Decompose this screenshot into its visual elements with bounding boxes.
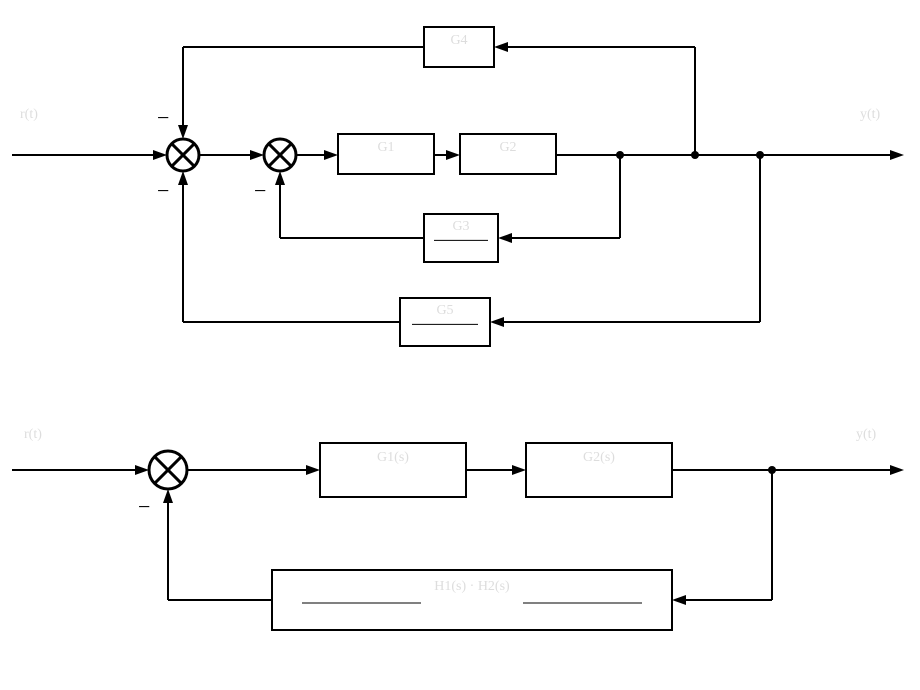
svg-text:G4: G4 (450, 33, 467, 48)
svg-text:G1(s): G1(s) (377, 450, 409, 465)
svg-text:−: − (254, 178, 266, 203)
svg-text:r(t): r(t) (20, 107, 38, 122)
svg-text:−: − (138, 494, 150, 519)
svg-text:−: − (157, 178, 169, 203)
svg-text:G5: G5 (436, 303, 453, 318)
svg-text:G1: G1 (377, 140, 394, 155)
svg-text:G3: G3 (452, 219, 469, 234)
svg-text:r(t): r(t) (24, 427, 42, 442)
svg-text:y(t): y(t) (856, 427, 877, 442)
svg-text:G2: G2 (499, 140, 516, 155)
svg-text:y(t): y(t) (860, 107, 881, 122)
svg-text:G2(s): G2(s) (583, 450, 615, 465)
svg-text:−: − (157, 105, 169, 130)
svg-text:H1(s) · H2(s): H1(s) · H2(s) (434, 579, 510, 594)
